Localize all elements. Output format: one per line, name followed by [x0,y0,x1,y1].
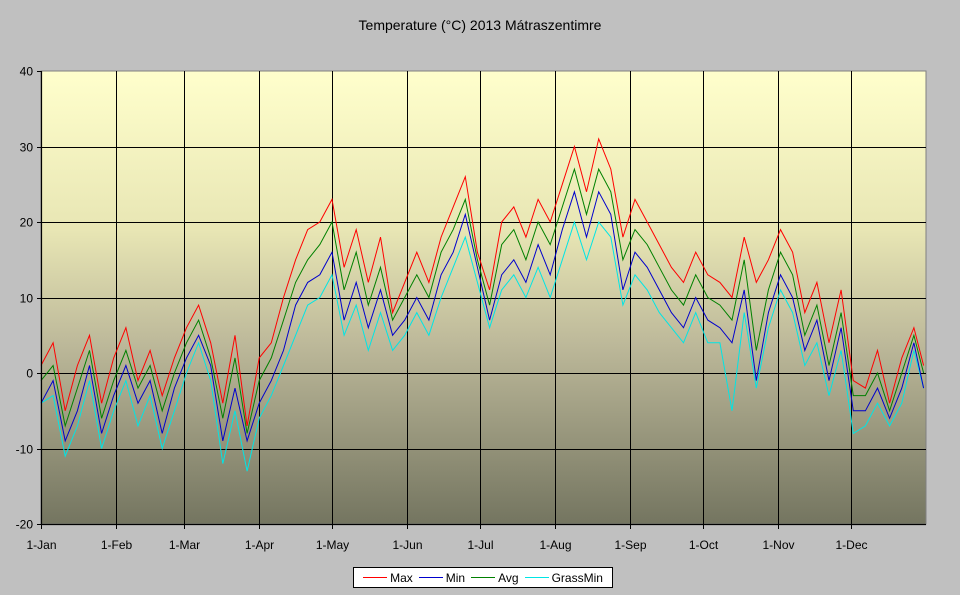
y-tick-label: 0 [26,367,33,381]
legend-item-avg: Avg [471,570,519,585]
series-line-min [40,190,925,443]
x-tick-label: 1-Jan [26,538,56,552]
y-tick-label: 20 [20,216,34,230]
legend-label: GrassMin [551,570,603,585]
legend-swatch [471,577,496,578]
legend-label: Max [390,570,413,585]
x-tick-label: 1-Nov [762,538,794,552]
plot-area [40,70,927,525]
y-tick-label: 40 [20,65,34,79]
x-tick-label: 1-Oct [689,538,719,552]
legend-item-min: Min [418,570,466,585]
series-line-grassmin [40,220,925,472]
x-tick-label: 1-Feb [101,538,133,552]
x-tick-label: 1-Apr [245,538,274,552]
chart-title: Temperature (°C) 2013 Mátraszentimre [358,17,602,33]
legend-item-max: Max [363,571,413,585]
y-tick-label: 10 [20,292,34,306]
legend-label: Min [445,570,466,585]
y-tick-label: -10 [16,443,34,457]
legend: Max Min Avg GrassMin [353,567,613,588]
x-tick-label: 1-Dec [835,538,867,552]
y-tick-label: 30 [20,141,34,155]
series-line-avg [40,167,925,434]
x-tick-label: 1-Sep [614,538,646,552]
x-tick-label: 1-Jun [392,538,422,552]
legend-swatch [524,577,549,578]
x-tick-label: 1-Aug [539,538,571,552]
x-tick-label: 1-Mar [169,538,200,552]
y-tick-label: -20 [16,518,34,532]
x-tick-label: 1-May [316,538,349,552]
x-tick-label: 1-Jul [467,538,493,552]
legend-item-grassmin: GrassMin [524,570,603,585]
legend-swatch [418,577,443,578]
legend-label: Avg [498,570,519,585]
legend-swatch [363,577,388,578]
series-line-max [40,137,925,426]
